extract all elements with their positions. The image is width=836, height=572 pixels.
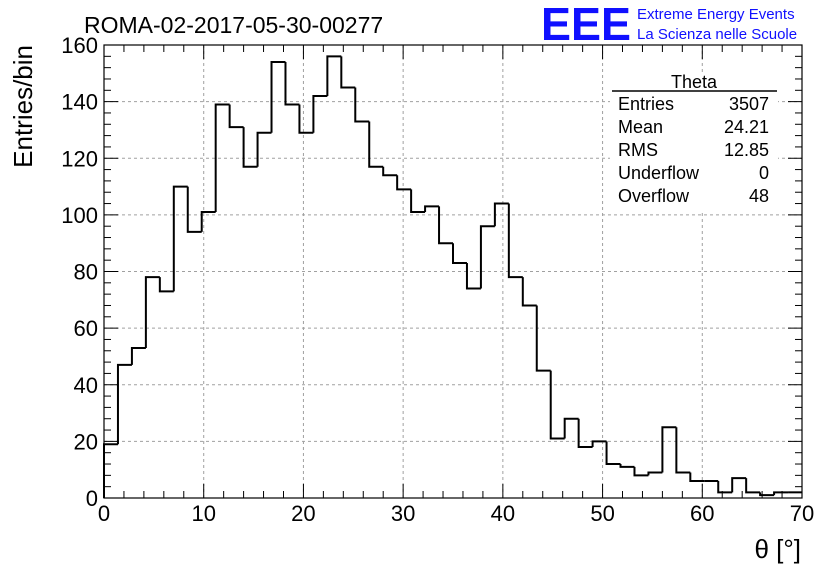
chart-title: ROMA-02-2017-05-30-00277 bbox=[84, 12, 383, 38]
histogram-bin bbox=[633, 466, 649, 477]
stats-row-value: 12.85 bbox=[724, 140, 769, 160]
histogram-bin bbox=[661, 426, 677, 473]
histogram-bin bbox=[647, 471, 663, 476]
histogram-bin bbox=[214, 103, 230, 213]
histogram-bin bbox=[200, 211, 216, 232]
histogram-bin bbox=[242, 127, 258, 168]
y-tick-label: 120 bbox=[61, 146, 98, 171]
y-tick-label: 80 bbox=[74, 260, 98, 285]
stats-row-label: Overflow bbox=[618, 186, 690, 206]
histogram-bin bbox=[717, 481, 733, 494]
histogram-bin bbox=[773, 491, 789, 496]
stats-row-value: 24.21 bbox=[724, 117, 769, 137]
y-tick-labels: 0 20 40 60 80 100 120 140 160 bbox=[61, 33, 98, 511]
logo-line-1: Extreme Energy Events bbox=[637, 6, 795, 23]
x-tick-label: 50 bbox=[590, 501, 614, 526]
histogram-bin bbox=[382, 166, 398, 177]
y-tick-label: 140 bbox=[61, 90, 98, 115]
histogram-bin bbox=[605, 441, 621, 466]
histogram-bin bbox=[438, 206, 453, 245]
y-tick-label: 60 bbox=[74, 316, 98, 341]
histogram-bin bbox=[452, 243, 467, 265]
stats-box-rows: Entries 3507 Mean 24.21 RMS 12.85 Underflow 0 Ov… bbox=[618, 94, 769, 206]
x-tick-labels: 0 10 20 30 40 50 60 70 bbox=[98, 501, 814, 526]
y-tick-label: 40 bbox=[74, 373, 98, 398]
x-tick-label: 40 bbox=[491, 501, 515, 526]
stats-row-label: RMS bbox=[618, 140, 658, 160]
stats-row-value: 3507 bbox=[729, 94, 769, 114]
histogram-bin bbox=[144, 276, 160, 348]
y-tick-label: 160 bbox=[61, 33, 98, 58]
logo-line-2: La Scienza nelle Scuole bbox=[637, 26, 797, 43]
x-axis-title: θ [°] bbox=[754, 534, 801, 564]
histogram-bin bbox=[424, 205, 440, 213]
stats-box-background bbox=[610, 72, 778, 212]
histogram-bin bbox=[535, 305, 551, 372]
histogram-bin bbox=[619, 464, 635, 468]
histogram-bin bbox=[354, 87, 370, 123]
stats-box-name: Theta bbox=[671, 72, 718, 92]
histogram-bin bbox=[465, 263, 481, 290]
histogram-bin bbox=[228, 104, 244, 129]
y-tick-label: 0 bbox=[86, 486, 98, 511]
histogram-bin bbox=[410, 189, 426, 214]
y-axis-title: Entries/bin bbox=[8, 45, 38, 168]
stats-row-value: 48 bbox=[749, 186, 769, 206]
x-tick-label: 0 bbox=[98, 501, 110, 526]
histogram-bin bbox=[116, 363, 132, 445]
grid-lines bbox=[104, 45, 802, 498]
histogram-bin bbox=[396, 175, 412, 191]
stats-box: Theta Entries 3507 Mean 24.21 RMS 12.85 Underf… bbox=[610, 72, 778, 212]
stats-row-label: Underflow bbox=[618, 163, 700, 183]
x-tick-label: 20 bbox=[291, 501, 315, 526]
histogram-bin bbox=[298, 104, 314, 134]
histogram-bin bbox=[158, 277, 174, 293]
histogram-bin bbox=[759, 492, 775, 497]
histogram-bin bbox=[745, 478, 761, 494]
histogram-bin bbox=[312, 94, 328, 133]
stats-row-label: Entries bbox=[618, 94, 674, 114]
histogram-bin bbox=[675, 427, 691, 474]
axis-ticks bbox=[103, 44, 803, 499]
x-tick-label: 30 bbox=[391, 501, 415, 526]
y-tick-label: 100 bbox=[61, 203, 98, 228]
histogram-bin bbox=[172, 185, 188, 292]
histogram-bin bbox=[731, 477, 747, 493]
x-tick-label: 70 bbox=[790, 501, 814, 526]
histogram-bin bbox=[549, 370, 565, 440]
histogram-bin bbox=[256, 131, 272, 167]
eee-logo: EEE Extreme Energy Events La Scienza nel… bbox=[541, 0, 797, 50]
histogram-bin bbox=[270, 60, 286, 133]
y-tick-label: 20 bbox=[74, 429, 98, 454]
histogram-bin bbox=[689, 472, 705, 483]
histogram-bin bbox=[507, 203, 523, 279]
stats-row-value: 0 bbox=[759, 163, 769, 183]
histogram-bin bbox=[563, 417, 579, 439]
x-tick-label: 60 bbox=[690, 501, 714, 526]
logo-letters: EEE bbox=[541, 0, 631, 50]
histogram-bin bbox=[340, 56, 356, 89]
histogram-bin bbox=[186, 186, 202, 233]
histogram-bin bbox=[577, 418, 593, 449]
histogram-bin bbox=[284, 61, 300, 106]
histogram-bin bbox=[130, 346, 146, 365]
histogram-bin bbox=[521, 277, 537, 307]
stats-row-label: Mean bbox=[618, 117, 663, 137]
histogram-bin bbox=[368, 121, 384, 168]
histogram-bin bbox=[591, 440, 607, 448]
histogram-bin bbox=[479, 225, 495, 289]
histogram-bin bbox=[493, 202, 509, 227]
histogram-bin bbox=[326, 55, 342, 96]
x-tick-label: 10 bbox=[191, 501, 215, 526]
